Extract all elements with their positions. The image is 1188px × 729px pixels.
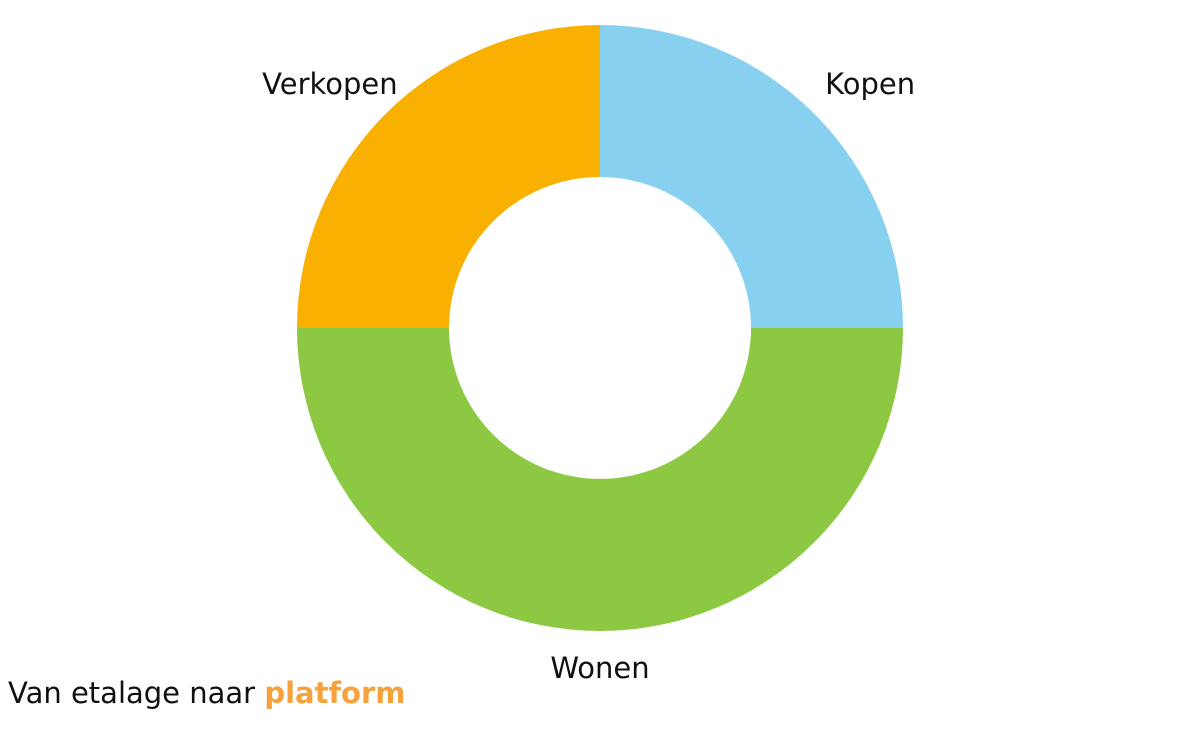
caption-text: Van etalage naar — [8, 676, 255, 710]
donut-segment — [297, 328, 903, 631]
segment-label: Kopen — [825, 67, 915, 101]
segment-label: Verkopen — [262, 67, 397, 101]
donut-segment — [297, 25, 600, 328]
donut-segment — [600, 25, 903, 328]
segment-label: Wonen — [550, 651, 649, 685]
caption: Van etalage naar platform — [8, 676, 406, 710]
caption-highlight: platform — [264, 676, 405, 710]
